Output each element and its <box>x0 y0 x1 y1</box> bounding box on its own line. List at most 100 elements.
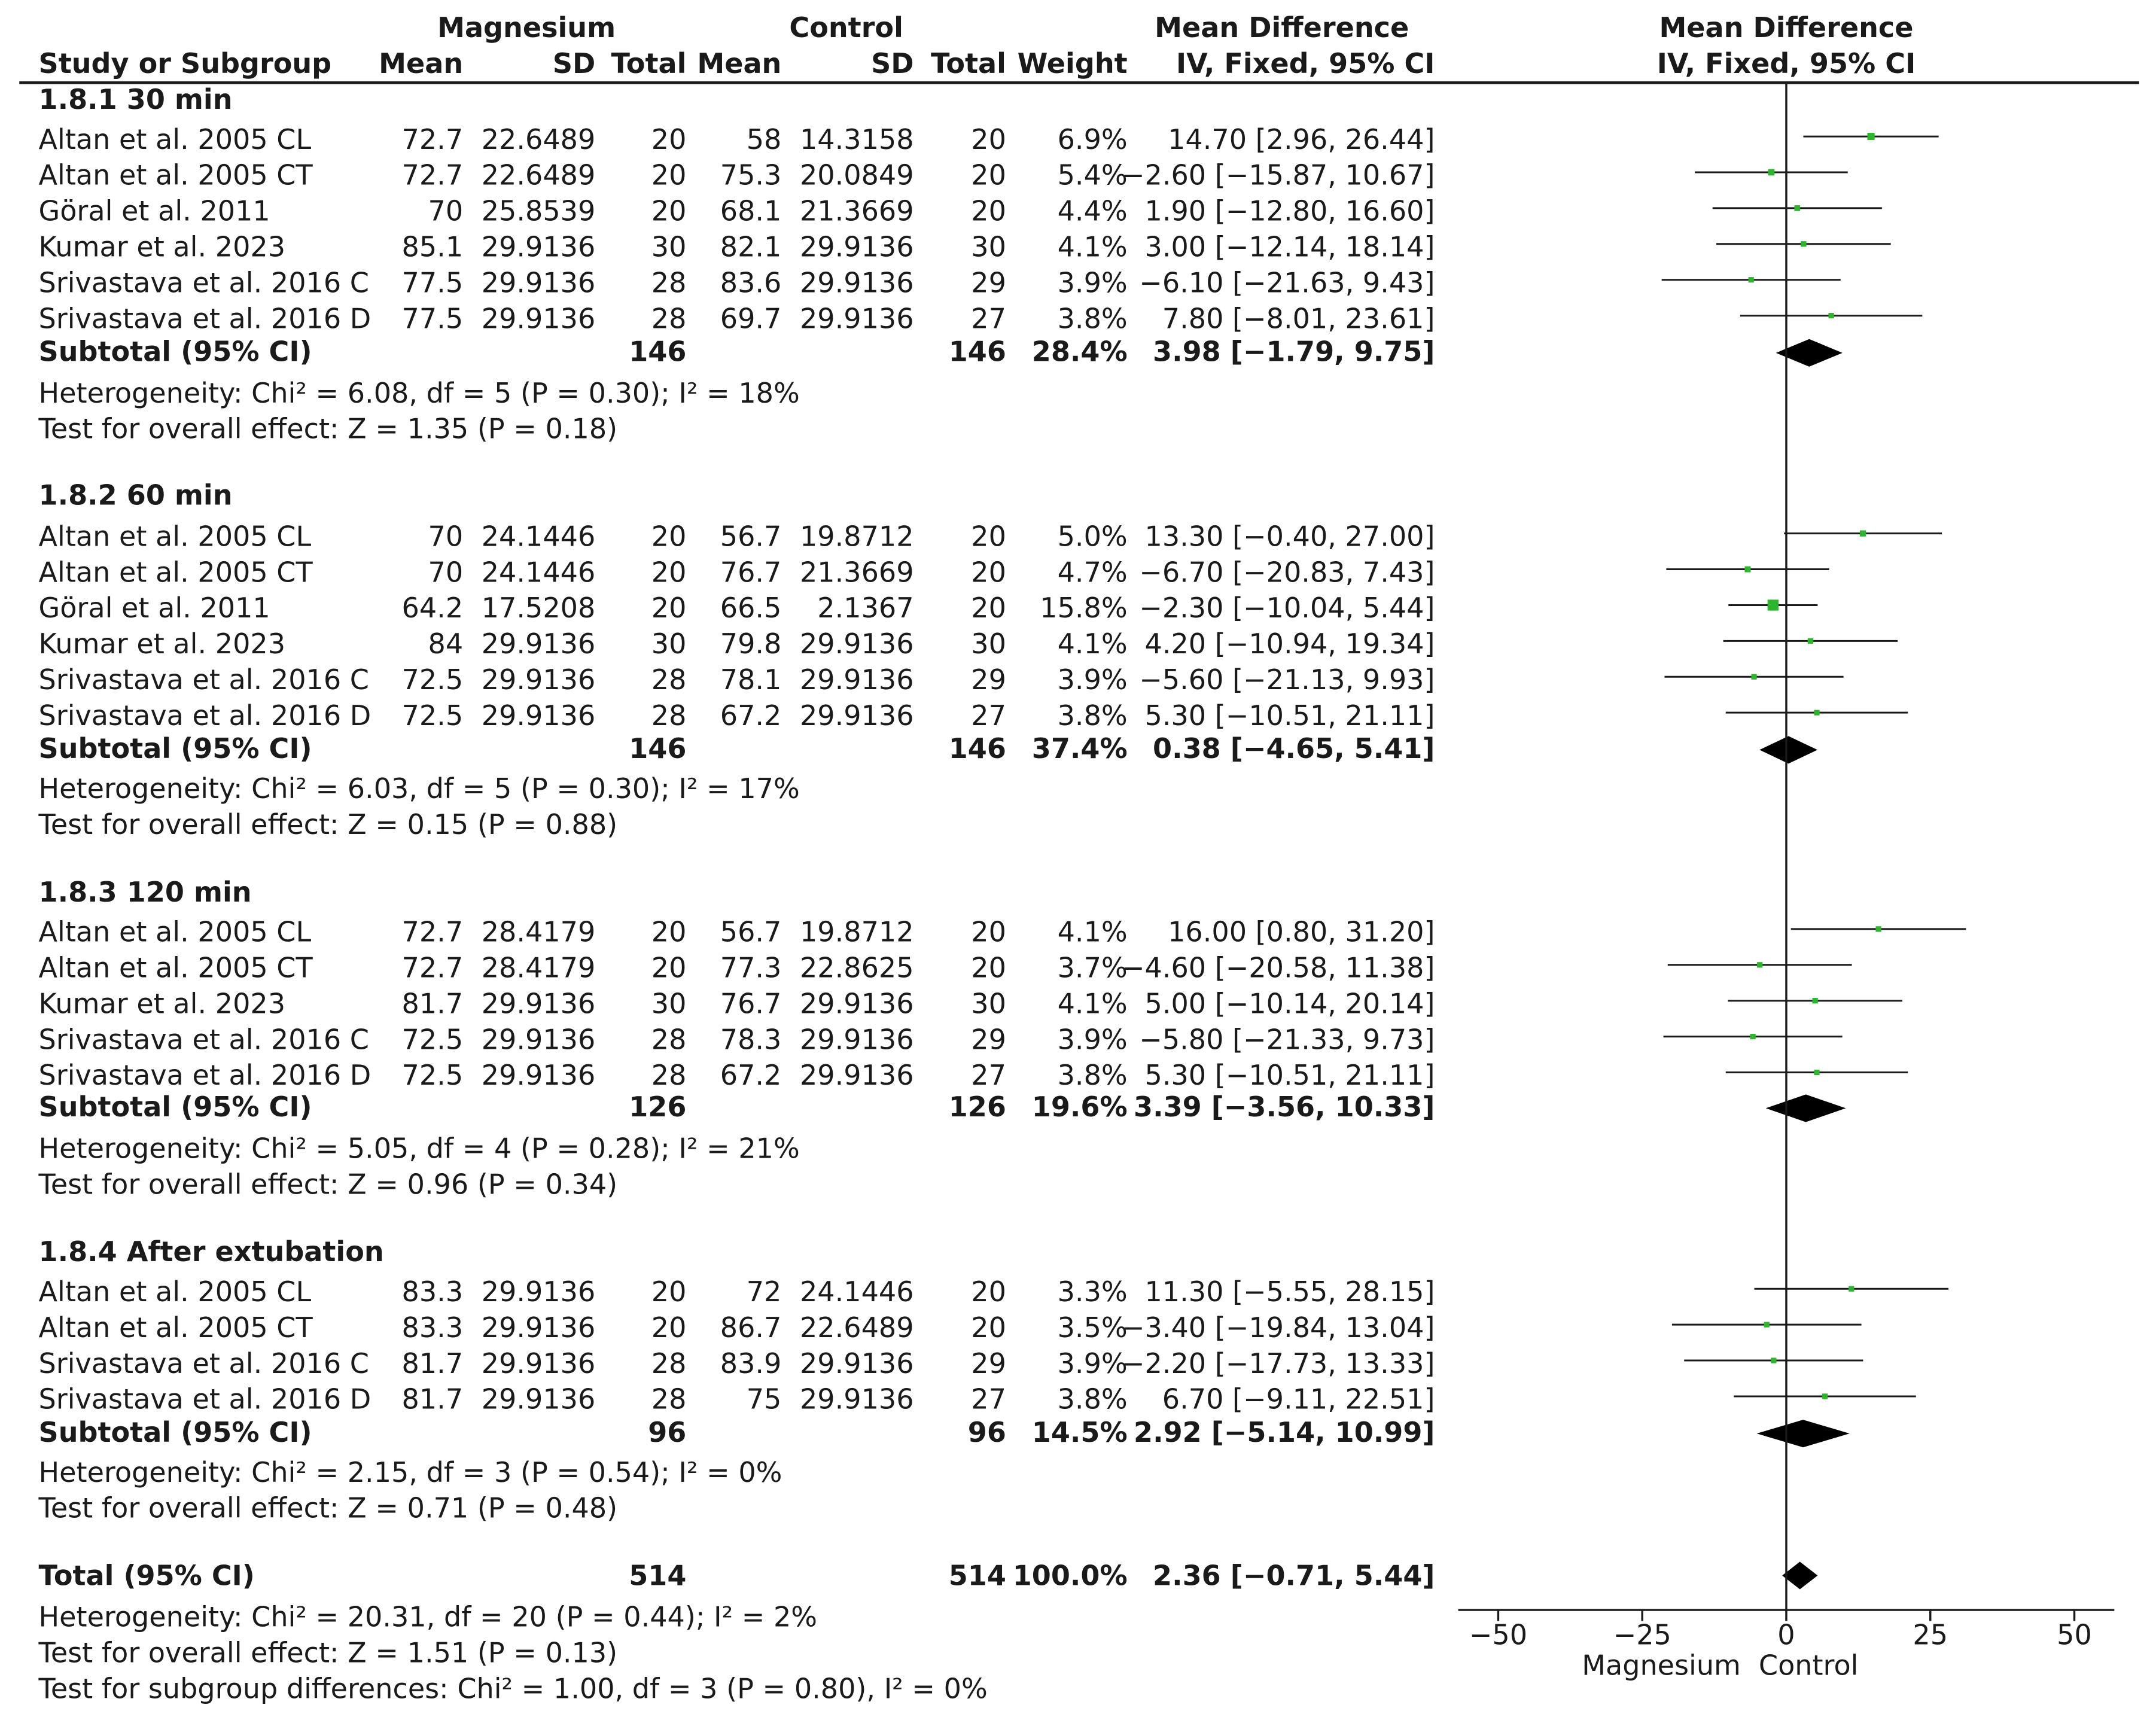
heterogeneity-text: Heterogeneity: Chi² = 6.03, df = 5 (P = … <box>38 772 800 805</box>
study-total1: 28 <box>651 699 687 732</box>
col-total2: Total <box>931 47 1006 80</box>
subtotal-weight: 37.4% <box>1031 732 1128 765</box>
study-point-marker <box>1744 566 1751 573</box>
study-point-marker <box>1828 313 1834 319</box>
study-ci: −3.40 [−19.84, 13.04] <box>1121 1311 1435 1344</box>
study-total1: 28 <box>651 663 687 696</box>
x-axis-tick-label: −50 <box>1469 1618 1528 1652</box>
study-ci: 11.30 [−5.55, 28.15] <box>1144 1275 1435 1308</box>
study-total2: 29 <box>971 1347 1006 1380</box>
study-point-marker <box>1751 674 1757 680</box>
study-weight: 3.8% <box>1057 1382 1128 1416</box>
study-point-marker <box>1767 599 1779 611</box>
study-mean1: 85.1 <box>401 230 464 264</box>
study-total2: 27 <box>971 699 1006 732</box>
study-ci: 5.00 [−10.14, 20.14] <box>1144 987 1435 1020</box>
study-mean2: 56.7 <box>720 915 782 949</box>
study-mean2: 67.2 <box>720 1058 782 1092</box>
study-mean1: 84 <box>428 627 464 660</box>
study-sd2: 20.0849 <box>799 158 914 192</box>
study-total1: 28 <box>651 1347 687 1380</box>
subtotal-diamond <box>1765 1094 1846 1122</box>
study-total2: 20 <box>971 194 1006 228</box>
study-total2: 27 <box>971 302 1006 335</box>
study-point-marker <box>1748 277 1754 283</box>
study-total2: 20 <box>971 1275 1006 1308</box>
plot-header: Mean Difference <box>1659 11 1914 44</box>
study-name: Srivastava et al. 2016 C <box>38 1347 370 1380</box>
study-name: Kumar et al. 2023 <box>38 987 286 1020</box>
study-weight: 5.0% <box>1057 519 1128 553</box>
study-mean2: 77.3 <box>720 951 782 985</box>
study-point-marker <box>1768 169 1775 176</box>
subtotal-ci: 3.98 [−1.79, 9.75] <box>1153 334 1435 369</box>
study-point-marker <box>1822 1393 1828 1399</box>
study-sd2: 29.9136 <box>799 699 914 732</box>
study-point-marker <box>1801 241 1807 247</box>
subtotal-ci: 3.39 [−3.56, 10.33] <box>1134 1090 1435 1124</box>
heterogeneity-text: Heterogeneity: Chi² = 2.15, df = 3 (P = … <box>38 1456 782 1489</box>
study-mean2: 83.9 <box>720 1347 782 1380</box>
subtotal-diamond <box>1756 1420 1850 1448</box>
study-sd2: 29.9136 <box>799 663 914 696</box>
study-mean1: 72.5 <box>401 699 464 732</box>
study-sd2: 21.3669 <box>799 555 914 589</box>
study-mean1: 81.7 <box>401 1347 464 1380</box>
study-sd1: 29.9136 <box>481 230 596 264</box>
study-total2: 20 <box>971 591 1006 625</box>
study-sd2: 29.9136 <box>799 627 914 660</box>
study-sd2: 29.9136 <box>799 266 914 299</box>
study-point-marker <box>1764 1322 1770 1328</box>
study-name: Göral et al. 2011 <box>38 591 270 625</box>
study-mean2: 75 <box>746 1382 782 1416</box>
total-ci: 2.36 [−0.71, 5.44] <box>1153 1558 1435 1593</box>
study-name: Kumar et al. 2023 <box>38 627 286 660</box>
study-mean2: 78.1 <box>720 663 782 696</box>
study-name: Srivastava et al. 2016 C <box>38 266 370 299</box>
study-sd1: 22.6489 <box>481 158 596 192</box>
study-point-marker <box>1750 1033 1756 1040</box>
study-name: Altan et al. 2005 CT <box>38 1311 313 1344</box>
study-sd2: 29.9136 <box>799 1347 914 1380</box>
study-mean2: 79.8 <box>720 627 782 660</box>
study-weight: 4.1% <box>1057 987 1128 1020</box>
study-point-marker <box>1812 998 1818 1004</box>
favours-left-label: Magnesium <box>1582 1648 1741 1682</box>
study-ci: 1.90 [−12.80, 16.60] <box>1144 194 1435 228</box>
heterogeneity-text: Heterogeneity: Chi² = 6.08, df = 5 (P = … <box>38 376 800 410</box>
study-mean1: 72.7 <box>401 158 464 192</box>
study-name: Srivastava et al. 2016 D <box>38 699 371 732</box>
subtotal-label: Subtotal (95% CI) <box>38 732 312 765</box>
study-sd1: 29.9136 <box>481 1275 596 1308</box>
study-total2: 20 <box>971 915 1006 949</box>
study-mean1: 70 <box>428 194 464 228</box>
study-sd1: 29.9136 <box>481 987 596 1020</box>
study-total1: 28 <box>651 1022 687 1056</box>
study-mean1: 70 <box>428 555 464 589</box>
effect-header: Mean Difference <box>1155 11 1409 44</box>
subgroup-title: 1.8.3 120 min <box>38 875 252 909</box>
total-weight: 100.0% <box>1012 1558 1128 1593</box>
study-ci: 4.20 [−10.94, 19.34] <box>1144 627 1435 660</box>
study-name: Altan et al. 2005 CL <box>38 915 312 949</box>
study-mean2: 78.3 <box>720 1022 782 1056</box>
study-total2: 29 <box>971 663 1006 696</box>
study-weight: 3.9% <box>1057 1022 1128 1056</box>
study-weight: 3.3% <box>1057 1275 1128 1308</box>
study-weight: 4.1% <box>1057 627 1128 660</box>
subtotal-total2: 146 <box>948 334 1006 369</box>
study-mean1: 72.7 <box>401 123 464 156</box>
study-total1: 20 <box>651 591 687 625</box>
col-mean1: Mean <box>379 47 464 80</box>
study-sd1: 25.8539 <box>481 194 596 228</box>
study-mean1: 64.2 <box>401 591 464 625</box>
col-mean2: Mean <box>697 47 782 80</box>
study-mean1: 72.5 <box>401 1022 464 1056</box>
favours-right-label: Control <box>1758 1648 1859 1682</box>
study-sd2: 29.9136 <box>799 1022 914 1056</box>
total-heterogeneity-text: Heterogeneity: Chi² = 20.31, df = 20 (P … <box>38 1600 818 1634</box>
study-ci: −5.80 [−21.33, 9.73] <box>1139 1022 1435 1056</box>
study-sd2: 2.1367 <box>817 591 914 625</box>
study-total1: 30 <box>651 627 687 660</box>
study-mean2: 66.5 <box>720 591 782 625</box>
